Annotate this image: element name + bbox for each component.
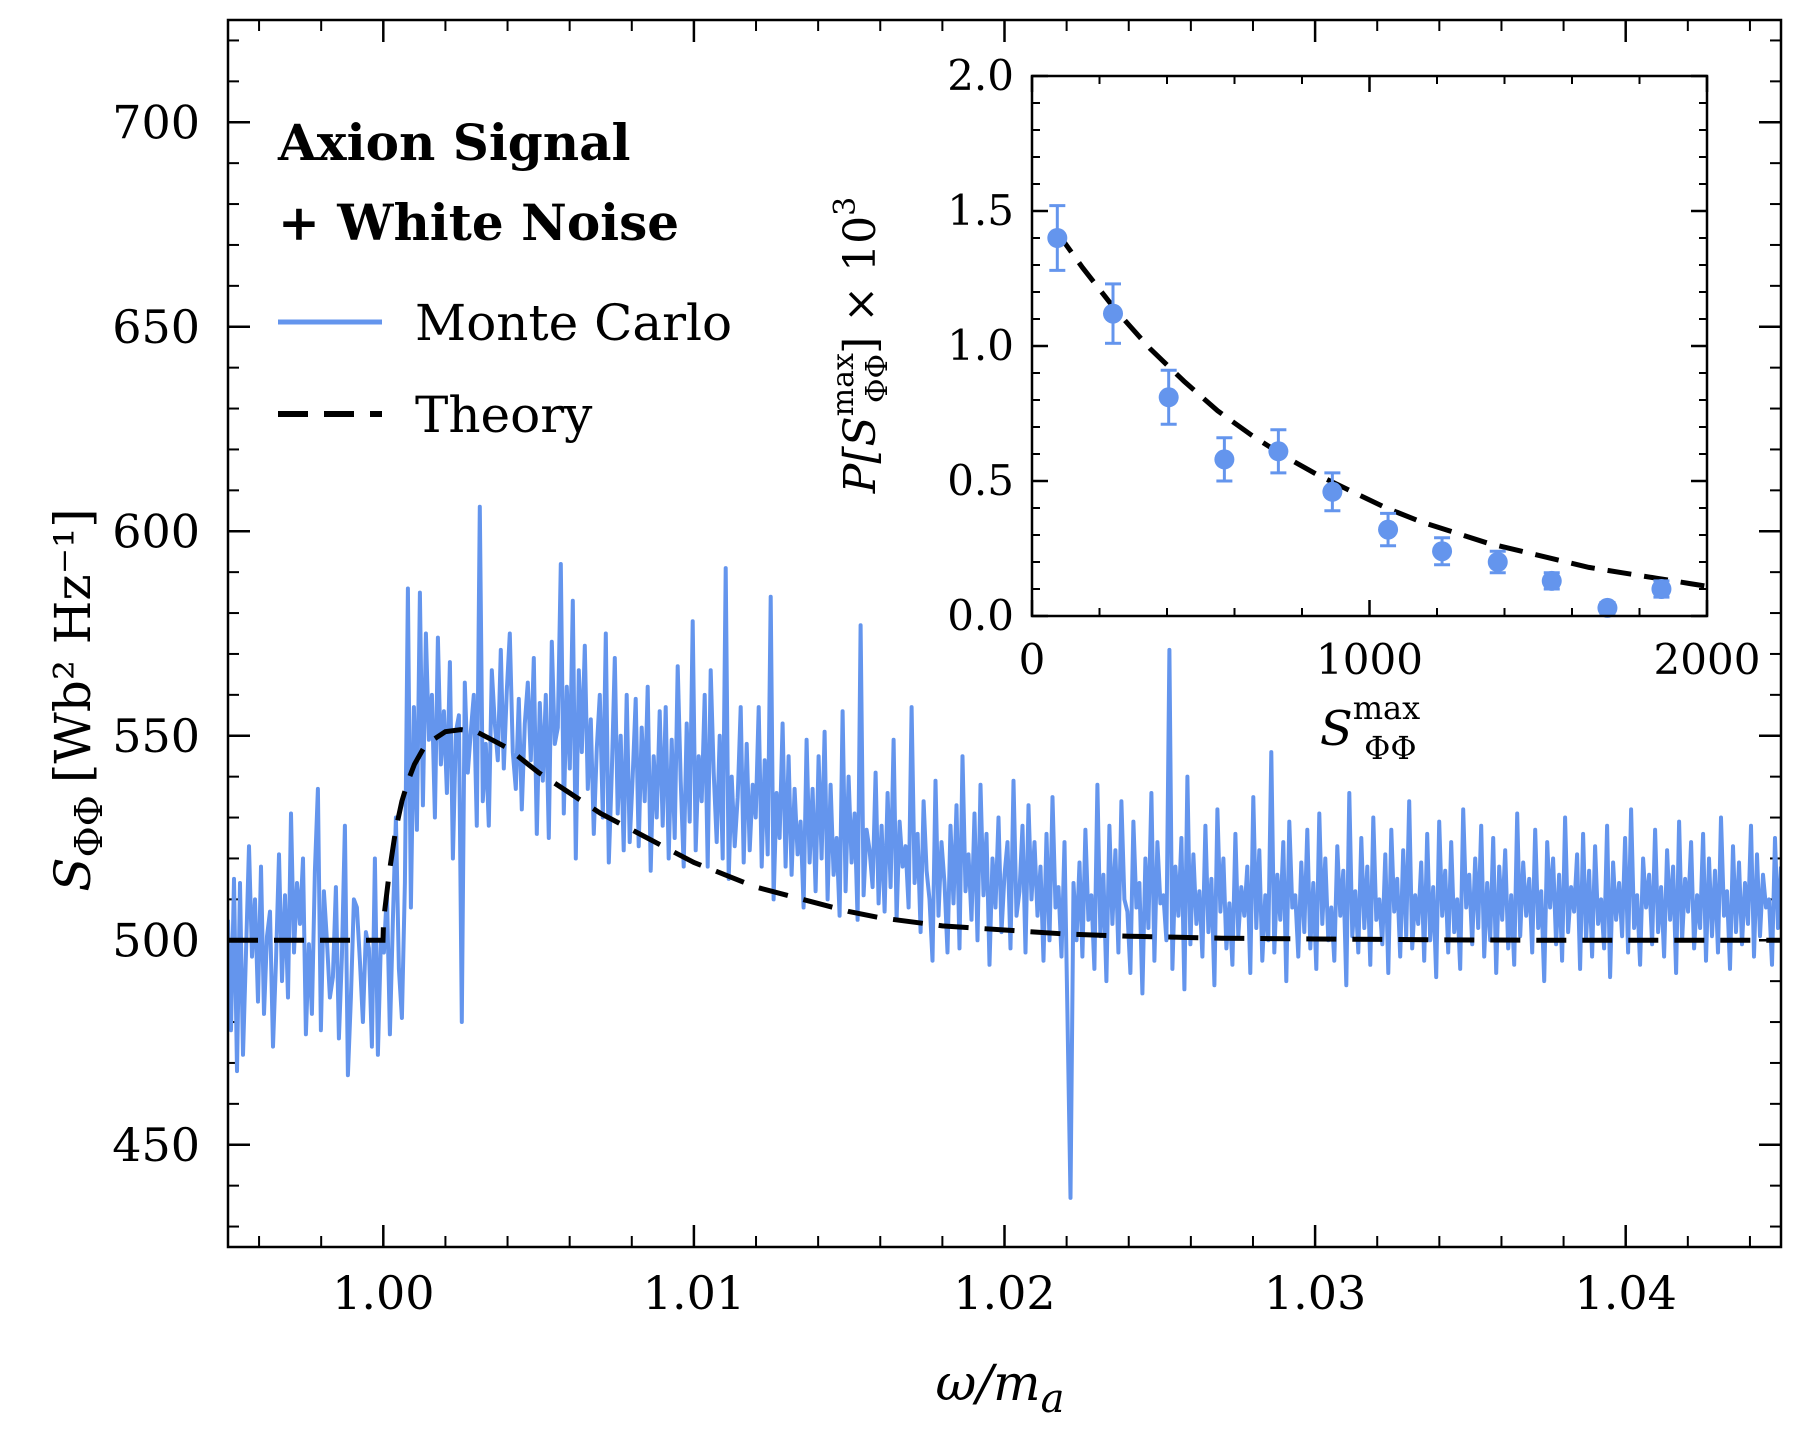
main-x-tick-label: 1.00 [332, 1266, 434, 1320]
inset-data-point [1378, 511, 1399, 548]
inset-x-tick-label: 0 [1019, 635, 1046, 684]
inset-data-point [1047, 204, 1068, 272]
inset-y-tick-label: 1.0 [947, 321, 1014, 370]
inset-background [1032, 76, 1707, 616]
inset-point-marker [1322, 481, 1343, 502]
inset-data-point [1487, 549, 1508, 575]
legend-monte-carlo-label: Monte Carlo [415, 294, 732, 352]
inset-point-marker [1268, 441, 1289, 462]
main-x-tick-label: 1.03 [1264, 1266, 1366, 1320]
main-y-axis-label: SΦΦ[Wb² Hz⁻¹] [44, 508, 111, 891]
legend: Axion Signal + White Noise Monte Carlo T… [277, 113, 732, 444]
inset-data-point [1432, 536, 1453, 567]
inset-point-marker [1378, 519, 1399, 540]
main-y-tick-label: 450 [112, 1118, 200, 1172]
monte-carlo-series-line [228, 504, 1781, 1200]
inset-y-tick-label: 1.5 [947, 186, 1014, 235]
inset-y-tick-label: 0.5 [947, 456, 1014, 505]
inset-data-point [1103, 282, 1123, 345]
inset-data-point [1214, 436, 1235, 483]
inset-x-tick-label: 2000 [1654, 635, 1761, 684]
main-y-tick-label: 500 [112, 913, 200, 967]
inset-data-points [1047, 204, 1672, 618]
main-y-tick-label: 650 [112, 300, 200, 354]
inset-point-marker [1597, 597, 1618, 618]
inset-point-marker [1651, 579, 1672, 599]
inset-point-marker [1214, 449, 1235, 470]
inset-x-tick-label: 1000 [1316, 635, 1423, 684]
inset-y-tick-label: 2.0 [947, 51, 1014, 100]
inset-ticks [1030, 74, 1709, 618]
inset-data-point [1597, 597, 1618, 618]
inset-x-axis-label: Smax ΦΦ [1320, 689, 1420, 767]
main-x-axis-label: ω/ma [936, 1354, 1065, 1422]
inset-frame [1030, 74, 1709, 618]
inset-theory-curve [1055, 231, 1707, 589]
inset-y-axis-label: P[SmaxΦΦ] × 103 [826, 197, 895, 494]
inset-point-marker [1158, 387, 1179, 408]
inset-point-marker [1432, 541, 1453, 562]
main-x-tick-label: 1.01 [643, 1266, 745, 1320]
inset-data-point [1158, 368, 1179, 426]
main-x-tick-label: 1.02 [953, 1266, 1055, 1320]
legend-title-line1: Axion Signal [277, 113, 631, 172]
inset-point-marker [1047, 228, 1068, 248]
main-plot-frame [226, 18, 1783, 1249]
main-y-tick-label: 600 [112, 504, 200, 558]
main-ticks [228, 20, 1781, 1247]
inset-data-point [1268, 428, 1289, 475]
inset-y-tick-label: 0.0 [947, 591, 1014, 640]
inset-tick-labels: 0 1000 2000 0.0 0.5 1.0 1.5 2.0 [947, 51, 1760, 684]
inset-plot: 0 1000 2000 0.0 0.5 1.0 1.5 2.0 Smax ΦΦ P[SmaxΦΦ… [826, 51, 1760, 767]
main-x-tick-label: 1.04 [1574, 1266, 1676, 1320]
main-y-tick-label: 700 [112, 95, 200, 149]
inset-data-point [1322, 471, 1343, 513]
inset-data-point [1651, 579, 1672, 599]
legend-theory-label: Theory [415, 386, 593, 444]
inset-data-point [1541, 570, 1562, 591]
inset-point-marker [1103, 303, 1123, 324]
inset-point-marker [1541, 570, 1562, 591]
inset-point-marker [1487, 552, 1508, 572]
legend-title-line2: + White Noise [278, 193, 679, 252]
main-y-tick-label: 550 [112, 709, 200, 763]
